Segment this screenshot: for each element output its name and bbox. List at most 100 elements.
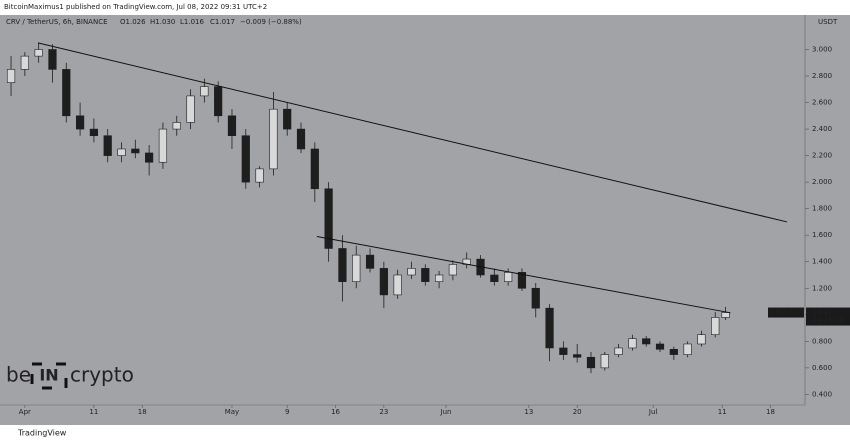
y-tick-label: 2.200 [812, 152, 832, 160]
candle-body [614, 347, 623, 355]
candle-body [20, 55, 29, 70]
y-tick-label: 2.000 [812, 178, 832, 186]
candle-body [103, 135, 112, 156]
candle-body [324, 188, 333, 249]
trendline [316, 236, 731, 314]
candle-body [531, 287, 540, 309]
candle-body [448, 264, 457, 276]
header-text: BitcoinMaximus1 published on TradingView… [4, 3, 267, 11]
x-tick-label: 20 [573, 408, 582, 416]
candle-body [655, 343, 665, 350]
candle-body [573, 354, 582, 358]
footer-text: TradingView [17, 429, 67, 438]
ohlc-value: H1.030 [150, 18, 175, 26]
candle-body [131, 148, 140, 154]
y-tick-label: 3.000 [812, 45, 832, 53]
symbol: CRV / TetherUS, 6h, BINANCE [6, 18, 108, 26]
candle-body [227, 115, 237, 137]
candle-body [6, 69, 16, 83]
candle-body [34, 49, 43, 57]
candle-body [310, 148, 319, 190]
candle-body [200, 86, 209, 97]
candle-body [48, 49, 57, 70]
x-tick-label: 11 [89, 408, 98, 416]
candle-body [172, 122, 181, 130]
candle-body [158, 128, 168, 163]
y-tick-label: 0.600 [812, 364, 832, 372]
x-tick-label: Jun [440, 408, 452, 416]
x-tick-label: 23 [379, 408, 388, 416]
last-price-box [806, 307, 850, 326]
candle-body [669, 348, 678, 355]
candle-body [338, 248, 347, 282]
candle-body [365, 254, 375, 269]
candle-body [683, 343, 692, 355]
candle-body [393, 274, 402, 296]
candle-body [117, 148, 126, 156]
x-tick-label: 18 [766, 408, 775, 416]
y-unit: USDT [818, 18, 838, 26]
candle-body [145, 152, 154, 163]
candle-body [559, 347, 568, 355]
candle-body [283, 108, 292, 130]
candle-body [379, 268, 388, 296]
candle-body [214, 86, 223, 117]
candle-body [62, 69, 71, 117]
candle-body [504, 272, 513, 282]
candle-body [628, 338, 637, 349]
candle-body [255, 168, 264, 183]
candle-body [434, 274, 444, 282]
x-tick-label: May [225, 408, 239, 416]
x-tick-label: 9 [285, 408, 289, 416]
watermark-right: crypto [70, 363, 134, 387]
candle-body [711, 317, 720, 335]
y-tick-label: 0.400 [812, 390, 832, 398]
candle-body [586, 356, 596, 369]
last-price-value: 1.017 [812, 309, 832, 317]
candle-body [490, 274, 499, 282]
candle-body [600, 354, 609, 369]
last-price-name: CRVUSDT [771, 309, 805, 317]
candle-body [186, 95, 195, 123]
last-price-countdown: 04:28:08 [812, 317, 843, 325]
x-tick-label: 18 [138, 408, 147, 416]
candle-body [642, 338, 651, 345]
y-tick-label: 0.800 [812, 337, 832, 345]
watermark: be IN crypto [6, 362, 134, 390]
candle-body [421, 268, 430, 282]
y-tick-label: 1.800 [812, 205, 832, 213]
y-tick-label: 2.400 [812, 125, 832, 133]
ohlc-value: −0.009 (−0.88%) [240, 18, 302, 26]
y-tick-label: 2.800 [812, 72, 832, 80]
candle-body [89, 128, 98, 137]
y-tick-label: 1.600 [812, 231, 832, 239]
x-tick-label: Jul [648, 408, 658, 416]
watermark-mark: IN [39, 366, 58, 385]
ohlc-value: L1.016 [180, 18, 204, 26]
candle-body [721, 312, 730, 318]
y-tick-label: 1.200 [812, 284, 832, 292]
candle-body [296, 128, 306, 150]
candle-body [352, 254, 361, 282]
candle-body [407, 268, 416, 276]
x-tick-label: 13 [524, 408, 533, 416]
x-tick-label: Apr [19, 408, 31, 416]
chart-background [0, 15, 850, 425]
candle-body [269, 108, 278, 170]
candle-body [241, 135, 250, 183]
watermark-left: be [6, 363, 31, 387]
candle-body [75, 115, 85, 130]
last-price-name-box [768, 307, 804, 318]
ohlc-value: O1.026 [120, 18, 146, 26]
x-tick-label: 11 [718, 408, 727, 416]
watermark-box [30, 362, 68, 390]
x-tick-label: 16 [331, 408, 340, 416]
candle-body [545, 307, 554, 349]
y-tick-label: 2.600 [812, 99, 832, 107]
candle-body [697, 334, 706, 345]
ohlc-value: C1.017 [210, 18, 235, 26]
y-tick-label: 1.400 [812, 258, 832, 266]
trendline [37, 42, 788, 223]
